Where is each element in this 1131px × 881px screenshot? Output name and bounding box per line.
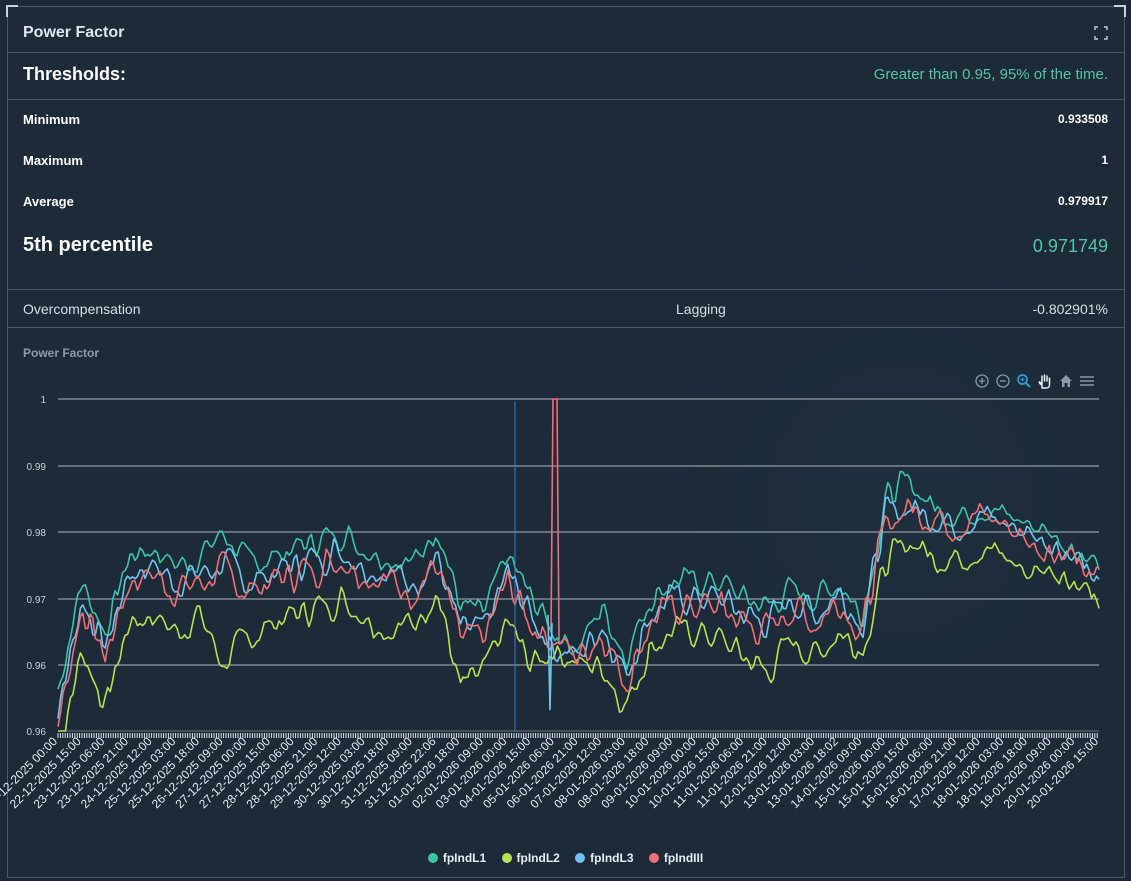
panel-corner-tr (1114, 5, 1126, 17)
overcompensation-value: -0.802901% (1032, 301, 1108, 317)
y-tick-label: 0.97 (27, 595, 47, 606)
legend-item-fpindl2[interactable]: fpIndL2 (501, 851, 560, 865)
stat-key: Maximum (23, 153, 83, 168)
stat-value: 1 (1101, 153, 1108, 167)
legend-item-fpindiii[interactable]: fpIndIII (648, 851, 704, 865)
stat-value: 0.933508 (1057, 112, 1108, 126)
panel-title: Power Factor (23, 24, 125, 41)
pan-icon[interactable] (1037, 373, 1053, 389)
legend-item-fpindl1[interactable]: fpIndL1 (427, 851, 487, 865)
zoom-in-icon[interactable] (974, 373, 990, 389)
stat-minimum: Minimum 0.933508 (8, 108, 1124, 132)
stat-key: Minimum (23, 112, 81, 127)
y-tick-label: 1 (40, 395, 46, 406)
fullscreen-icon[interactable] (1094, 26, 1108, 40)
overcompensation-row: Overcompensation Lagging -0.802901% (8, 289, 1124, 328)
legend-marker (575, 853, 586, 863)
selection-zoom-icon[interactable] (1016, 373, 1032, 389)
overcompensation-state: Lagging (676, 301, 726, 317)
y-tick-label: 0.96 (27, 661, 47, 672)
legend-marker (501, 853, 512, 863)
legend-label: fpIndIII (663, 851, 704, 865)
chart-toolbar (974, 372, 1095, 390)
stat-value: 0.979917 (1057, 194, 1108, 208)
series-line-fpindl1 (57, 470, 1100, 690)
x-tick-marks (57, 733, 1098, 738)
series-dip-fpindl3 (547, 614, 553, 711)
stat-average: Average 0.979917 (8, 190, 1124, 214)
series-line-fpindiii (57, 498, 1100, 727)
series-spike-fpindiii (550, 398, 560, 640)
thresholds-value: Greater than 0.95, 95% of the time. (873, 66, 1108, 83)
legend-label: fpIndL3 (590, 851, 634, 865)
panel-header: Power Factor (8, 7, 1124, 53)
series-line-fpindl3 (57, 496, 1100, 719)
overcompensation-label: Overcompensation (23, 301, 141, 317)
percentile-value: 0.971749 (1032, 236, 1108, 256)
stat-key: Average (23, 194, 74, 209)
series-line-fpindl2 (58, 538, 1100, 732)
chart-title: Power Factor (23, 346, 100, 360)
panel-corner-tl (6, 5, 18, 17)
zoom-out-icon[interactable] (995, 373, 1011, 389)
legend-marker (427, 853, 438, 863)
legend-label: fpIndL1 (442, 851, 487, 865)
y-tick-label: 0.98 (27, 528, 47, 539)
power-factor-panel (7, 6, 1125, 878)
stat-maximum: Maximum 1 (8, 149, 1124, 173)
stat-5th-percentile: 5th percentile 0.971749 (8, 234, 1124, 258)
legend-item-fpindl3[interactable]: fpIndL3 (575, 851, 634, 865)
y-tick-label: 0.99 (27, 462, 47, 473)
legend-marker (648, 853, 659, 863)
y-tick-label: 0.96 (27, 727, 47, 738)
percentile-key: 5th percentile (23, 234, 154, 256)
legend-label: fpIndL2 (516, 851, 560, 865)
thresholds-row: Thresholds: Greater than 0.95, 95% of th… (8, 53, 1124, 100)
chart-legend: fpIndL1 fpIndL2 fpIndL3 fpIndIII (0, 851, 1131, 866)
thresholds-label: Thresholds: (23, 64, 127, 84)
menu-icon[interactable] (1079, 373, 1095, 389)
home-icon[interactable] (1058, 373, 1074, 389)
